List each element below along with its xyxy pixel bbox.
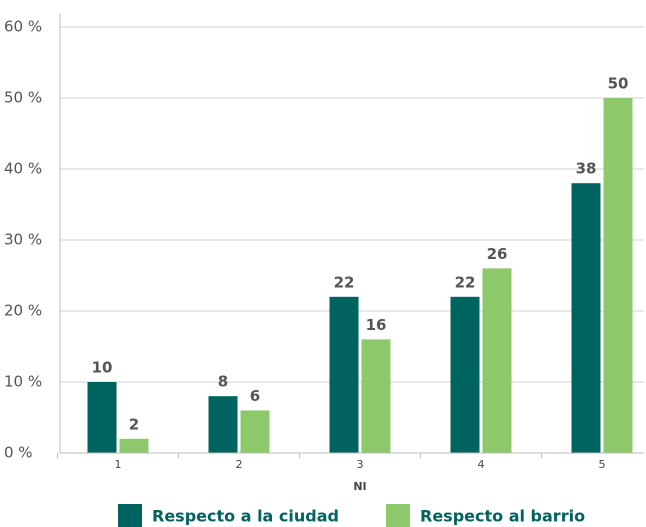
y-tick-label: 30 % [4, 231, 42, 249]
value-label: 22 [334, 273, 355, 291]
bar [450, 296, 480, 453]
y-tick-label: 60 % [4, 18, 42, 36]
bar [361, 339, 391, 453]
value-label: 38 [576, 160, 597, 178]
y-tick-label: 40 % [4, 160, 42, 178]
bar [571, 183, 601, 453]
value-label: 10 [92, 359, 113, 377]
y-tick-label: 0 % [4, 444, 33, 462]
y-tick-label: 10 % [4, 373, 42, 391]
legend-swatch [386, 504, 410, 527]
legend-swatch [118, 504, 142, 527]
value-label: 6 [250, 387, 260, 405]
y-tick-label: 50 % [4, 89, 42, 107]
bar [603, 98, 633, 453]
bar [482, 268, 512, 453]
bar [87, 382, 117, 453]
value-label: 16 [366, 316, 387, 334]
value-label: 26 [487, 245, 508, 263]
value-label: 8 [218, 373, 228, 391]
x-tick-label: 5 [599, 458, 606, 471]
x-tick-label: 2 [236, 458, 243, 471]
bar [240, 410, 270, 453]
value-label: 22 [455, 273, 476, 291]
x-axis-label: NI [353, 480, 366, 493]
x-tick-label: 3 [357, 458, 364, 471]
legend-label: Respecto al barrio [420, 507, 585, 526]
bar [208, 396, 238, 453]
value-label: 50 [608, 75, 629, 93]
bar [119, 438, 149, 453]
legend-label: Respecto a la ciudad [152, 507, 339, 526]
x-tick-label: 4 [478, 458, 485, 471]
x-tick-label: 1 [115, 458, 122, 471]
value-label: 2 [129, 415, 139, 433]
y-tick-label: 20 % [4, 302, 42, 320]
bar [329, 296, 359, 453]
